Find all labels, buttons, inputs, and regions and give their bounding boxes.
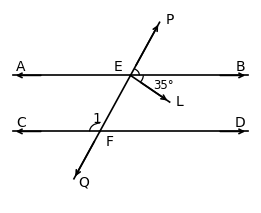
Text: B: B bbox=[235, 60, 245, 74]
Text: Q: Q bbox=[79, 176, 90, 190]
Text: 35°: 35° bbox=[153, 79, 174, 92]
Text: E: E bbox=[113, 60, 122, 74]
Text: A: A bbox=[16, 60, 25, 74]
Text: L: L bbox=[176, 95, 184, 109]
Text: P: P bbox=[165, 13, 174, 27]
Text: F: F bbox=[106, 135, 114, 149]
Text: D: D bbox=[235, 116, 246, 130]
Text: 1: 1 bbox=[93, 112, 102, 126]
Text: C: C bbox=[16, 116, 26, 130]
